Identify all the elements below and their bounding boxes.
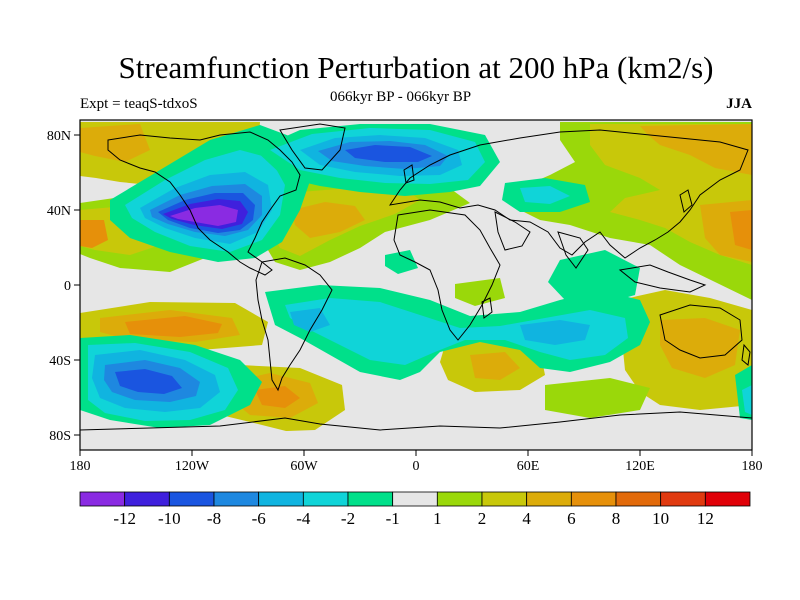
colorbar-label: 8 (612, 509, 621, 528)
colorbar-swatch (660, 491, 706, 507)
colorbar-swatch (168, 491, 215, 507)
colorbar-swatch (258, 491, 304, 507)
colorbar-label: 10 (652, 509, 669, 528)
colorbar-swatch (79, 491, 126, 507)
map-title: Streamfunction Perturbation at 200 hPa (… (118, 50, 714, 85)
colorbar-label: -1 (386, 509, 400, 528)
colorbar-label: 6 (567, 509, 576, 528)
colorbar-swatch (570, 491, 617, 507)
latitude-axis: 80N 40N 0 40S 80S (47, 129, 80, 444)
colorbar-label: -4 (296, 509, 311, 528)
colorbar-swatch (213, 491, 260, 507)
season-label: JJA (726, 96, 752, 112)
colorbar-swatch (526, 491, 572, 507)
colorbar-swatch (392, 491, 438, 507)
lat-tick-label: 40N (47, 204, 71, 219)
colorbar-label: 1 (433, 509, 442, 528)
negative-anomaly-fields (80, 124, 752, 428)
colorbar-label: 12 (697, 509, 714, 528)
colorbar: -12 -10 -8 -6 -4 -2 -1 1 2 4 6 8 10 12 (79, 491, 751, 528)
colorbar-swatch (436, 491, 483, 507)
longitude-axis: 180 120W 60W 0 60E 120E 180 (70, 450, 763, 474)
colorbar-swatch (704, 491, 751, 507)
lat-tick-label: 0 (64, 279, 71, 294)
lon-tick-label: 60E (517, 459, 540, 474)
lat-tick-label: 80N (47, 129, 71, 144)
lon-tick-label: 180 (742, 459, 763, 474)
colorbar-swatch (124, 491, 170, 507)
lon-tick-label: 120W (175, 459, 210, 474)
colorbar-label: -6 (252, 509, 266, 528)
lat-tick-label: 80S (49, 429, 71, 444)
lon-tick-label: 120E (625, 459, 655, 474)
lon-tick-label: 180 (70, 459, 91, 474)
lon-tick-label: 60W (290, 459, 318, 474)
colorbar-swatch (481, 491, 528, 507)
colorbar-label: 4 (522, 509, 531, 528)
map-area (80, 120, 752, 450)
experiment-label: Expt = teaqS-tdxoS (80, 96, 198, 112)
colorbar-label: -12 (113, 509, 136, 528)
colorbar-label: 2 (478, 509, 487, 528)
lat-tick-label: 40S (49, 354, 71, 369)
colorbar-swatch (302, 491, 349, 507)
colorbar-swatch (347, 491, 394, 507)
colorbar-label: -10 (158, 509, 181, 528)
colorbar-label: -8 (207, 509, 221, 528)
colorbar-label: -2 (341, 509, 355, 528)
colorbar-swatch (615, 491, 662, 507)
lon-tick-label: 0 (413, 459, 420, 474)
map-subtitle: 066kyr BP - 066kyr BP (330, 89, 472, 105)
coastlines (80, 123, 752, 431)
